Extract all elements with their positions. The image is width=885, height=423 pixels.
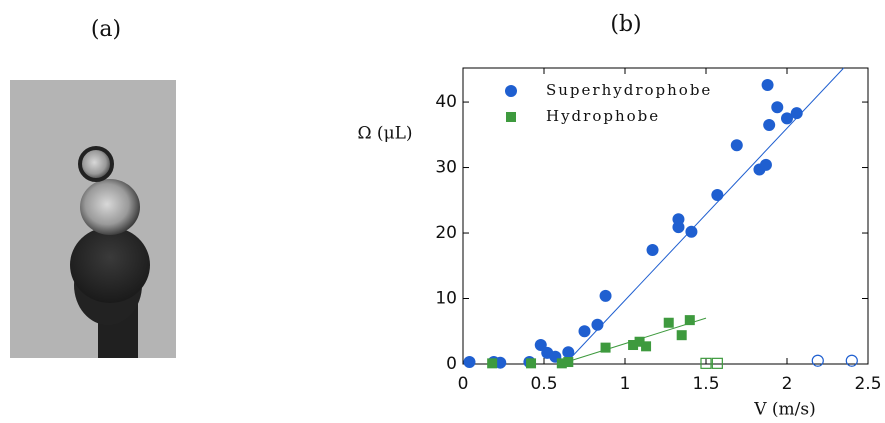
point xyxy=(845,354,858,367)
point xyxy=(562,346,575,359)
point xyxy=(463,356,476,369)
point xyxy=(646,244,659,257)
point xyxy=(711,357,723,369)
photo xyxy=(10,80,176,358)
point xyxy=(578,325,591,338)
point xyxy=(494,356,507,369)
y-tick-label: 30 xyxy=(435,158,457,178)
point xyxy=(771,101,784,114)
point xyxy=(700,357,712,369)
point xyxy=(563,357,574,368)
y-axis-label: Ω (μL) xyxy=(357,124,412,144)
point xyxy=(761,79,774,92)
point xyxy=(634,336,645,347)
chart-title: (b) xyxy=(610,12,641,37)
point xyxy=(763,118,776,131)
point xyxy=(487,358,498,369)
x-tick-label: 1.5 xyxy=(692,374,719,394)
point xyxy=(684,315,695,326)
point xyxy=(556,358,567,369)
y-tick-label: 20 xyxy=(435,223,457,243)
point xyxy=(811,354,824,367)
point xyxy=(676,330,687,341)
point xyxy=(711,189,724,202)
y-tick-label: 10 xyxy=(435,289,457,309)
point xyxy=(599,289,612,302)
point xyxy=(759,158,772,171)
x-tick-label: 2.5 xyxy=(854,374,881,394)
legend-label: Superhydrophobe xyxy=(546,81,712,99)
x-tick-label: 1 xyxy=(620,374,631,394)
legend-marker xyxy=(505,85,517,97)
point xyxy=(730,139,743,152)
panel-label: (a) xyxy=(91,17,121,42)
y-tick-label: 40 xyxy=(435,92,457,112)
point xyxy=(628,340,639,351)
point xyxy=(591,318,604,331)
x-tick-label: 0 xyxy=(458,374,469,394)
point xyxy=(781,112,793,125)
y-tick-label: 0 xyxy=(446,354,457,374)
x-tick-label: 2 xyxy=(782,374,793,394)
point xyxy=(641,341,652,352)
point xyxy=(663,317,674,328)
x-tick-label: 0.5 xyxy=(530,374,557,394)
point xyxy=(600,342,611,353)
plot-frame xyxy=(462,67,869,365)
point xyxy=(790,107,803,120)
point xyxy=(672,213,685,226)
legend-marker xyxy=(506,112,516,122)
point xyxy=(685,225,698,238)
x-axis-label: V (m/s) xyxy=(753,400,816,420)
legend-label: Hydrophobe xyxy=(546,107,660,125)
point xyxy=(526,358,537,369)
